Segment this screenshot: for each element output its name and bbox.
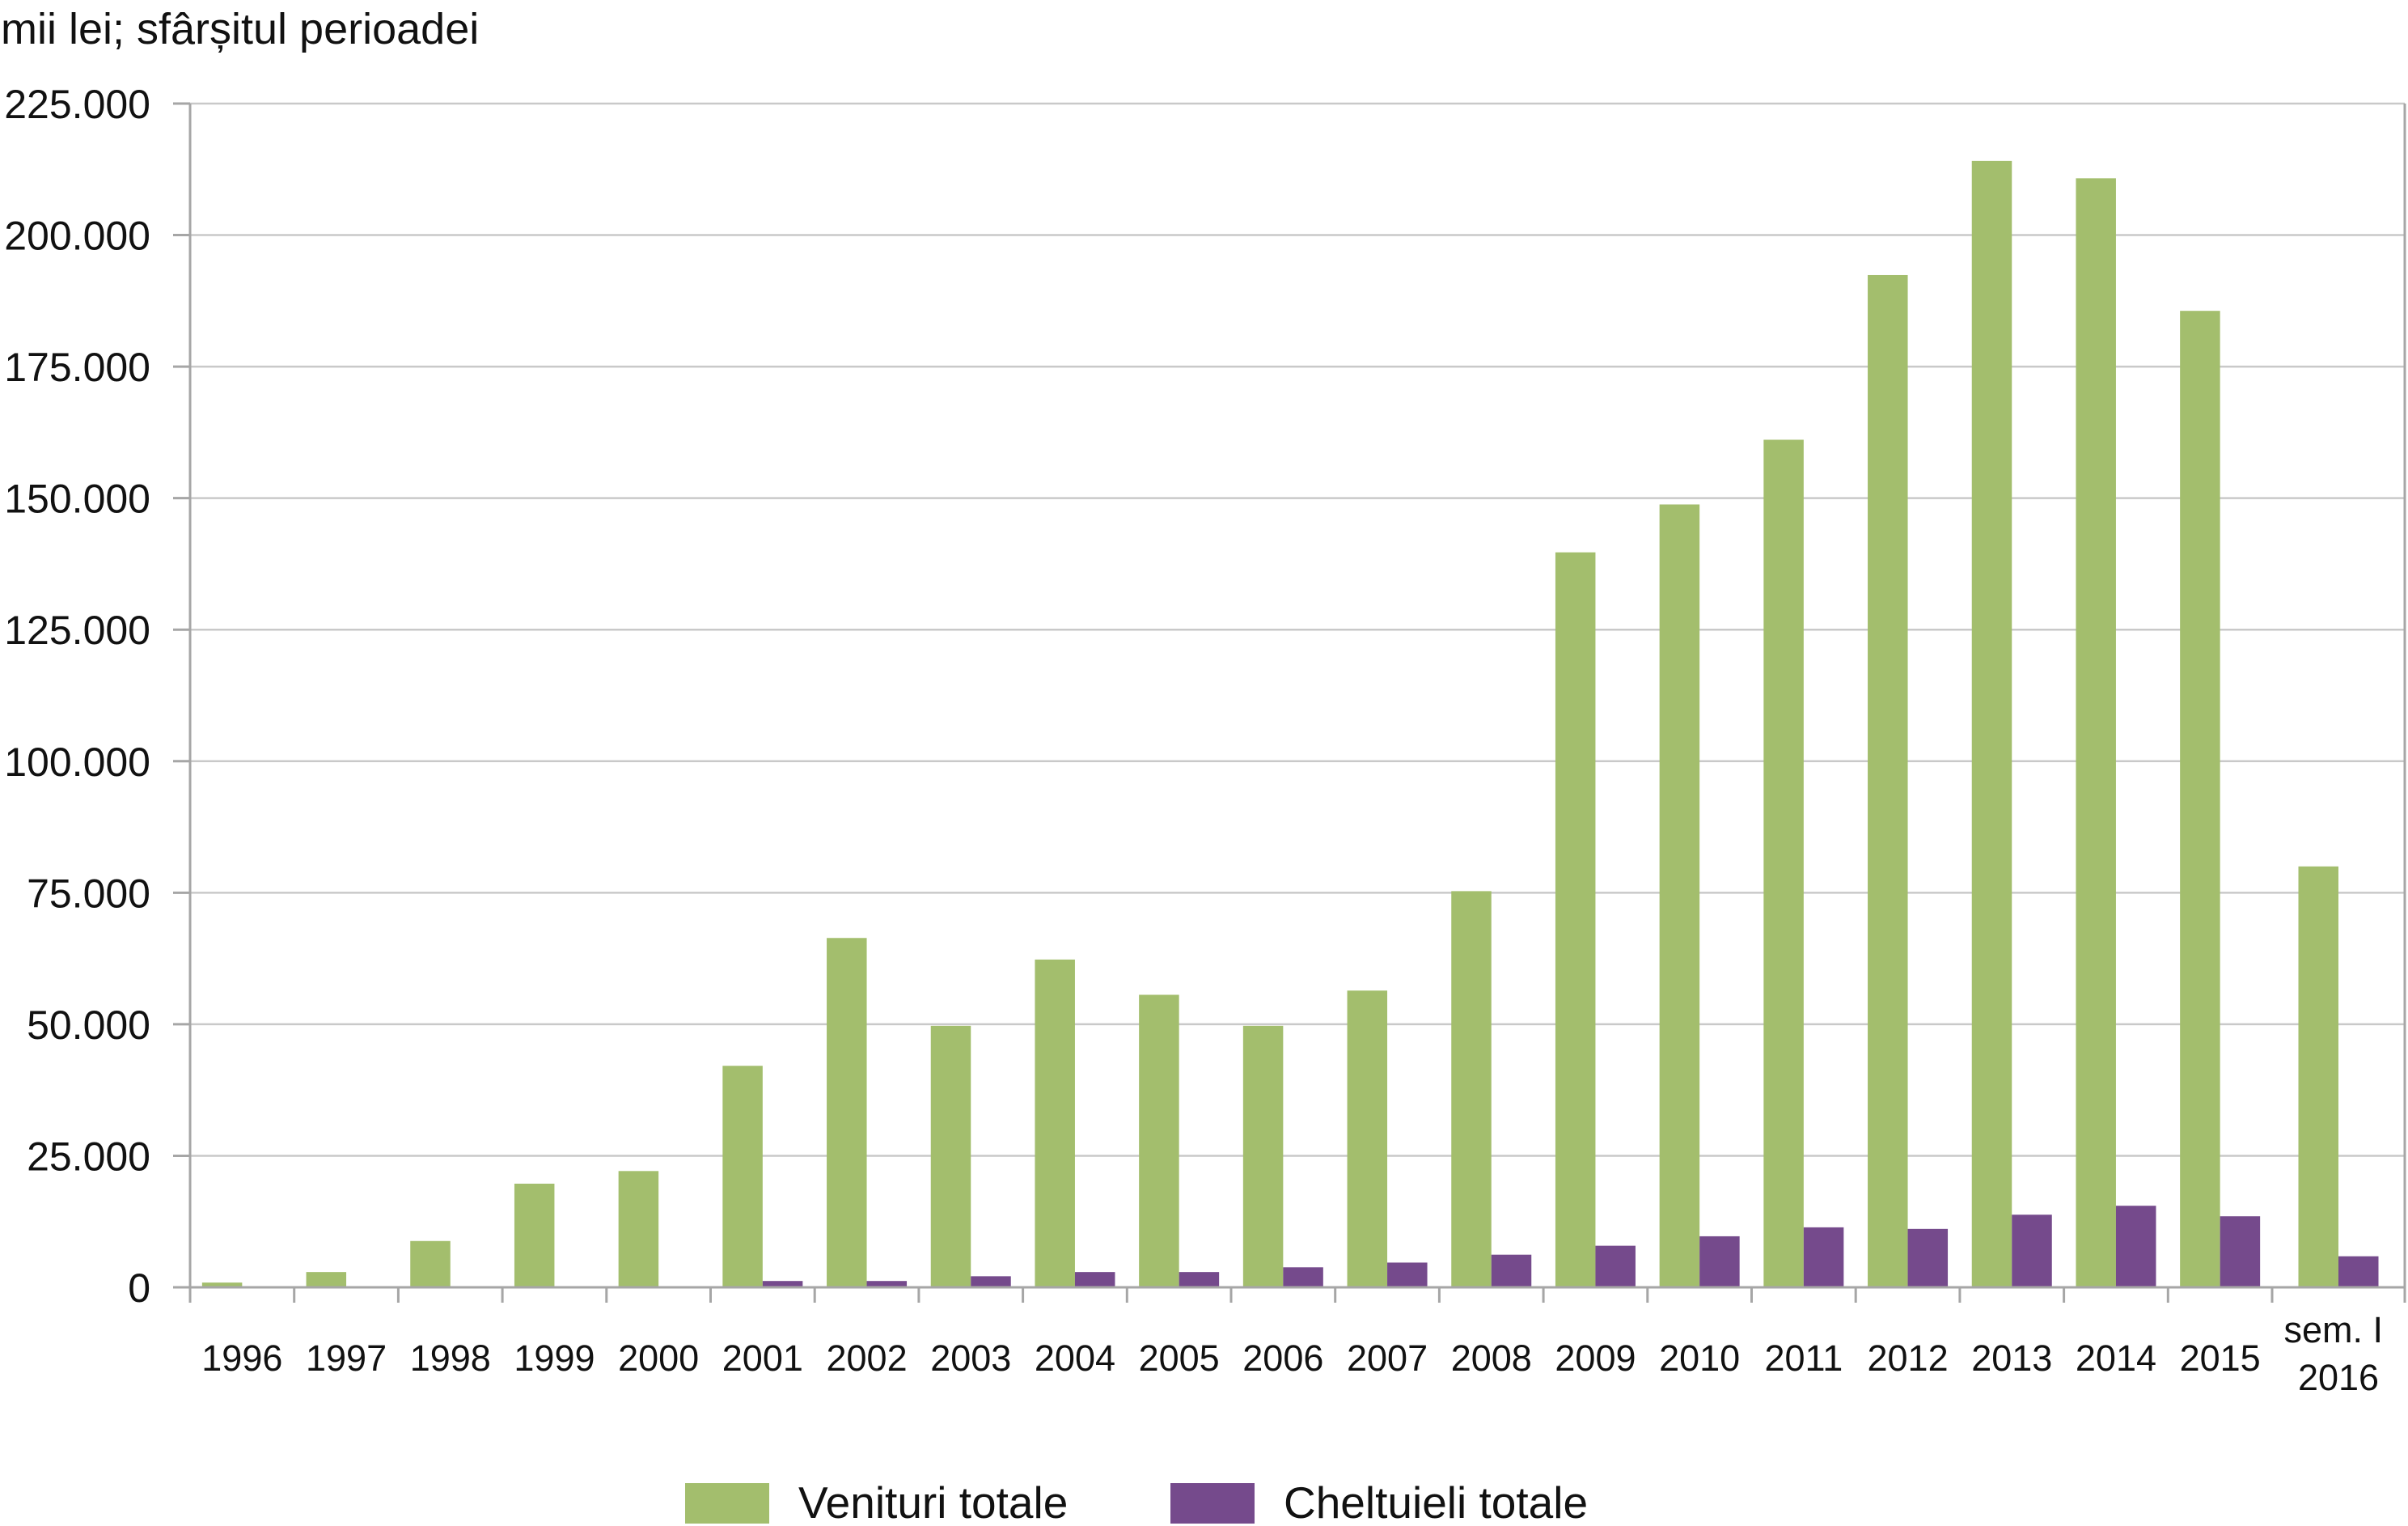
bar-venituri-totale-1996 [201, 1282, 243, 1287]
bar-cheltuieli-totale-2001 [762, 1281, 803, 1287]
y-tick-label: 175.000 [4, 345, 150, 390]
bar-venituri-totale-2000 [618, 1171, 659, 1287]
legend: Venituri totale Cheltuieli totale [685, 1477, 1588, 1526]
bar-venituri-totale-2014 [2076, 178, 2116, 1288]
bar-cheltuieli-totale-2008 [1491, 1254, 1532, 1287]
bar-venituri-totale-2011 [1763, 439, 1804, 1288]
x-tick-label: 2000 [618, 1337, 699, 1379]
x-tick-label: 1998 [410, 1337, 491, 1379]
bar-cheltuieli-totale-2007 [1387, 1262, 1428, 1287]
x-tick-label: 2013 [1971, 1337, 2052, 1379]
y-axis-unit-label: mii lei; sfârșitul perioadei [1, 5, 479, 53]
x-tick-label: 2014 [2076, 1337, 2156, 1379]
bar-venituri-totale-1998 [410, 1240, 451, 1287]
bar-cheltuieli-totale-2013 [2012, 1214, 2052, 1287]
y-tick-label: 150.000 [4, 477, 150, 522]
bar-cheltuieli-totale-2002 [866, 1281, 908, 1287]
y-tick-label: 225.000 [4, 82, 150, 127]
x-tick-label: 2015 [2180, 1337, 2261, 1379]
tick-labels: 0 25.000 50.000 75.000 100.000 125.000 150.000… [4, 82, 2393, 1398]
x-tick-label: 1996 [201, 1337, 282, 1379]
x-tick-label: 2002 [826, 1337, 907, 1379]
bar-venituri-totale-2002 [827, 938, 867, 1287]
bar-venituri-totale-2015 [2180, 311, 2220, 1288]
x-tick-label: 2005 [1139, 1337, 1220, 1379]
x-tick-label: 2003 [930, 1337, 1011, 1379]
x-tick-label-line: 2016 [2298, 1357, 2379, 1398]
x-tick-label: 1999 [514, 1337, 595, 1379]
bar-venituri-totale-2003 [930, 1025, 971, 1287]
bar-cheltuieli-totale-2009 [1595, 1245, 1636, 1287]
bar-cheltuieli-totale-2003 [971, 1276, 1011, 1287]
bar-cheltuieli-totale-2015 [2220, 1216, 2261, 1287]
x-tick-label: 2006 [1242, 1337, 1323, 1379]
y-tick-label: 0 [128, 1265, 150, 1311]
y-tick-label: 50.000 [27, 1002, 150, 1048]
legend-swatch-cheltuieli-totale [1170, 1483, 1255, 1524]
x-tick-label: 2004 [1035, 1337, 1115, 1379]
bar-venituri-totale-2013 [1971, 160, 2012, 1287]
x-tick-label: 2009 [1555, 1337, 1636, 1379]
x-tick-label: 2007 [1347, 1337, 1428, 1379]
y-tick-label: 25.000 [27, 1134, 150, 1179]
bar-cheltuieli-totale-2004 [1074, 1272, 1115, 1287]
y-tick-label: 200.000 [4, 214, 150, 259]
x-tick-label: 2011 [1764, 1337, 1843, 1379]
x-tick-label: 2012 [1867, 1337, 1948, 1379]
x-tick-label: sem. I 2016 [2283, 1309, 2393, 1398]
bar-venituri-totale-2004 [1035, 959, 1075, 1287]
bar-venituri-totale-1999 [514, 1183, 555, 1287]
gridlines [190, 102, 2405, 1289]
y-tick-label: 125.000 [4, 608, 150, 653]
bar-venituri-totale-2001 [722, 1066, 763, 1287]
bar-venituri-totale-2005 [1139, 994, 1179, 1287]
bar-cheltuieli-totale-2010 [1699, 1236, 1740, 1287]
legend-swatch-venituri-totale [685, 1483, 769, 1524]
legend-item-venituri-totale: Venituri totale [685, 1477, 1068, 1526]
y-tick-label: 75.000 [27, 871, 150, 916]
bar-cheltuieli-totale-2011 [1803, 1227, 1844, 1287]
bar-venituri-totale-2010 [1659, 504, 1700, 1287]
bar-cheltuieli-totale-2006 [1283, 1267, 1323, 1287]
bar-cheltuieli-totale-sem-i-2016 [2338, 1256, 2379, 1287]
legend-item-cheltuieli-totale: Cheltuieli totale [1170, 1477, 1588, 1526]
bar-venituri-totale-1997 [306, 1272, 347, 1287]
x-tick-label: 1997 [306, 1337, 387, 1379]
bar-venituri-totale-2006 [1242, 1025, 1284, 1287]
x-tick-label: 2001 [722, 1337, 803, 1379]
bar-venituri-totale-sem-i-2016 [2298, 866, 2338, 1287]
x-tick-label-line: sem. I [2283, 1309, 2383, 1350]
bar-venituri-totale-2007 [1347, 990, 1388, 1287]
y-tick-label: 100.000 [4, 740, 150, 785]
axes [173, 102, 2406, 1303]
bar-cheltuieli-totale-2012 [1907, 1228, 1949, 1287]
bar-cheltuieli-totale-2014 [2115, 1206, 2156, 1287]
legend-label-cheltuieli-totale: Cheltuieli totale [1284, 1477, 1588, 1526]
bar-venituri-totale-2008 [1451, 891, 1492, 1287]
x-tick-label: 2008 [1451, 1337, 1532, 1379]
bar-venituri-totale-2012 [1868, 274, 1908, 1288]
x-tick-label: 2010 [1659, 1337, 1740, 1379]
bar-cheltuieli-totale-2005 [1179, 1272, 1220, 1287]
bar-venituri-totale-2009 [1555, 552, 1596, 1287]
legend-label-venituri-totale: Venituri totale [798, 1477, 1068, 1526]
bars [201, 160, 2379, 1288]
